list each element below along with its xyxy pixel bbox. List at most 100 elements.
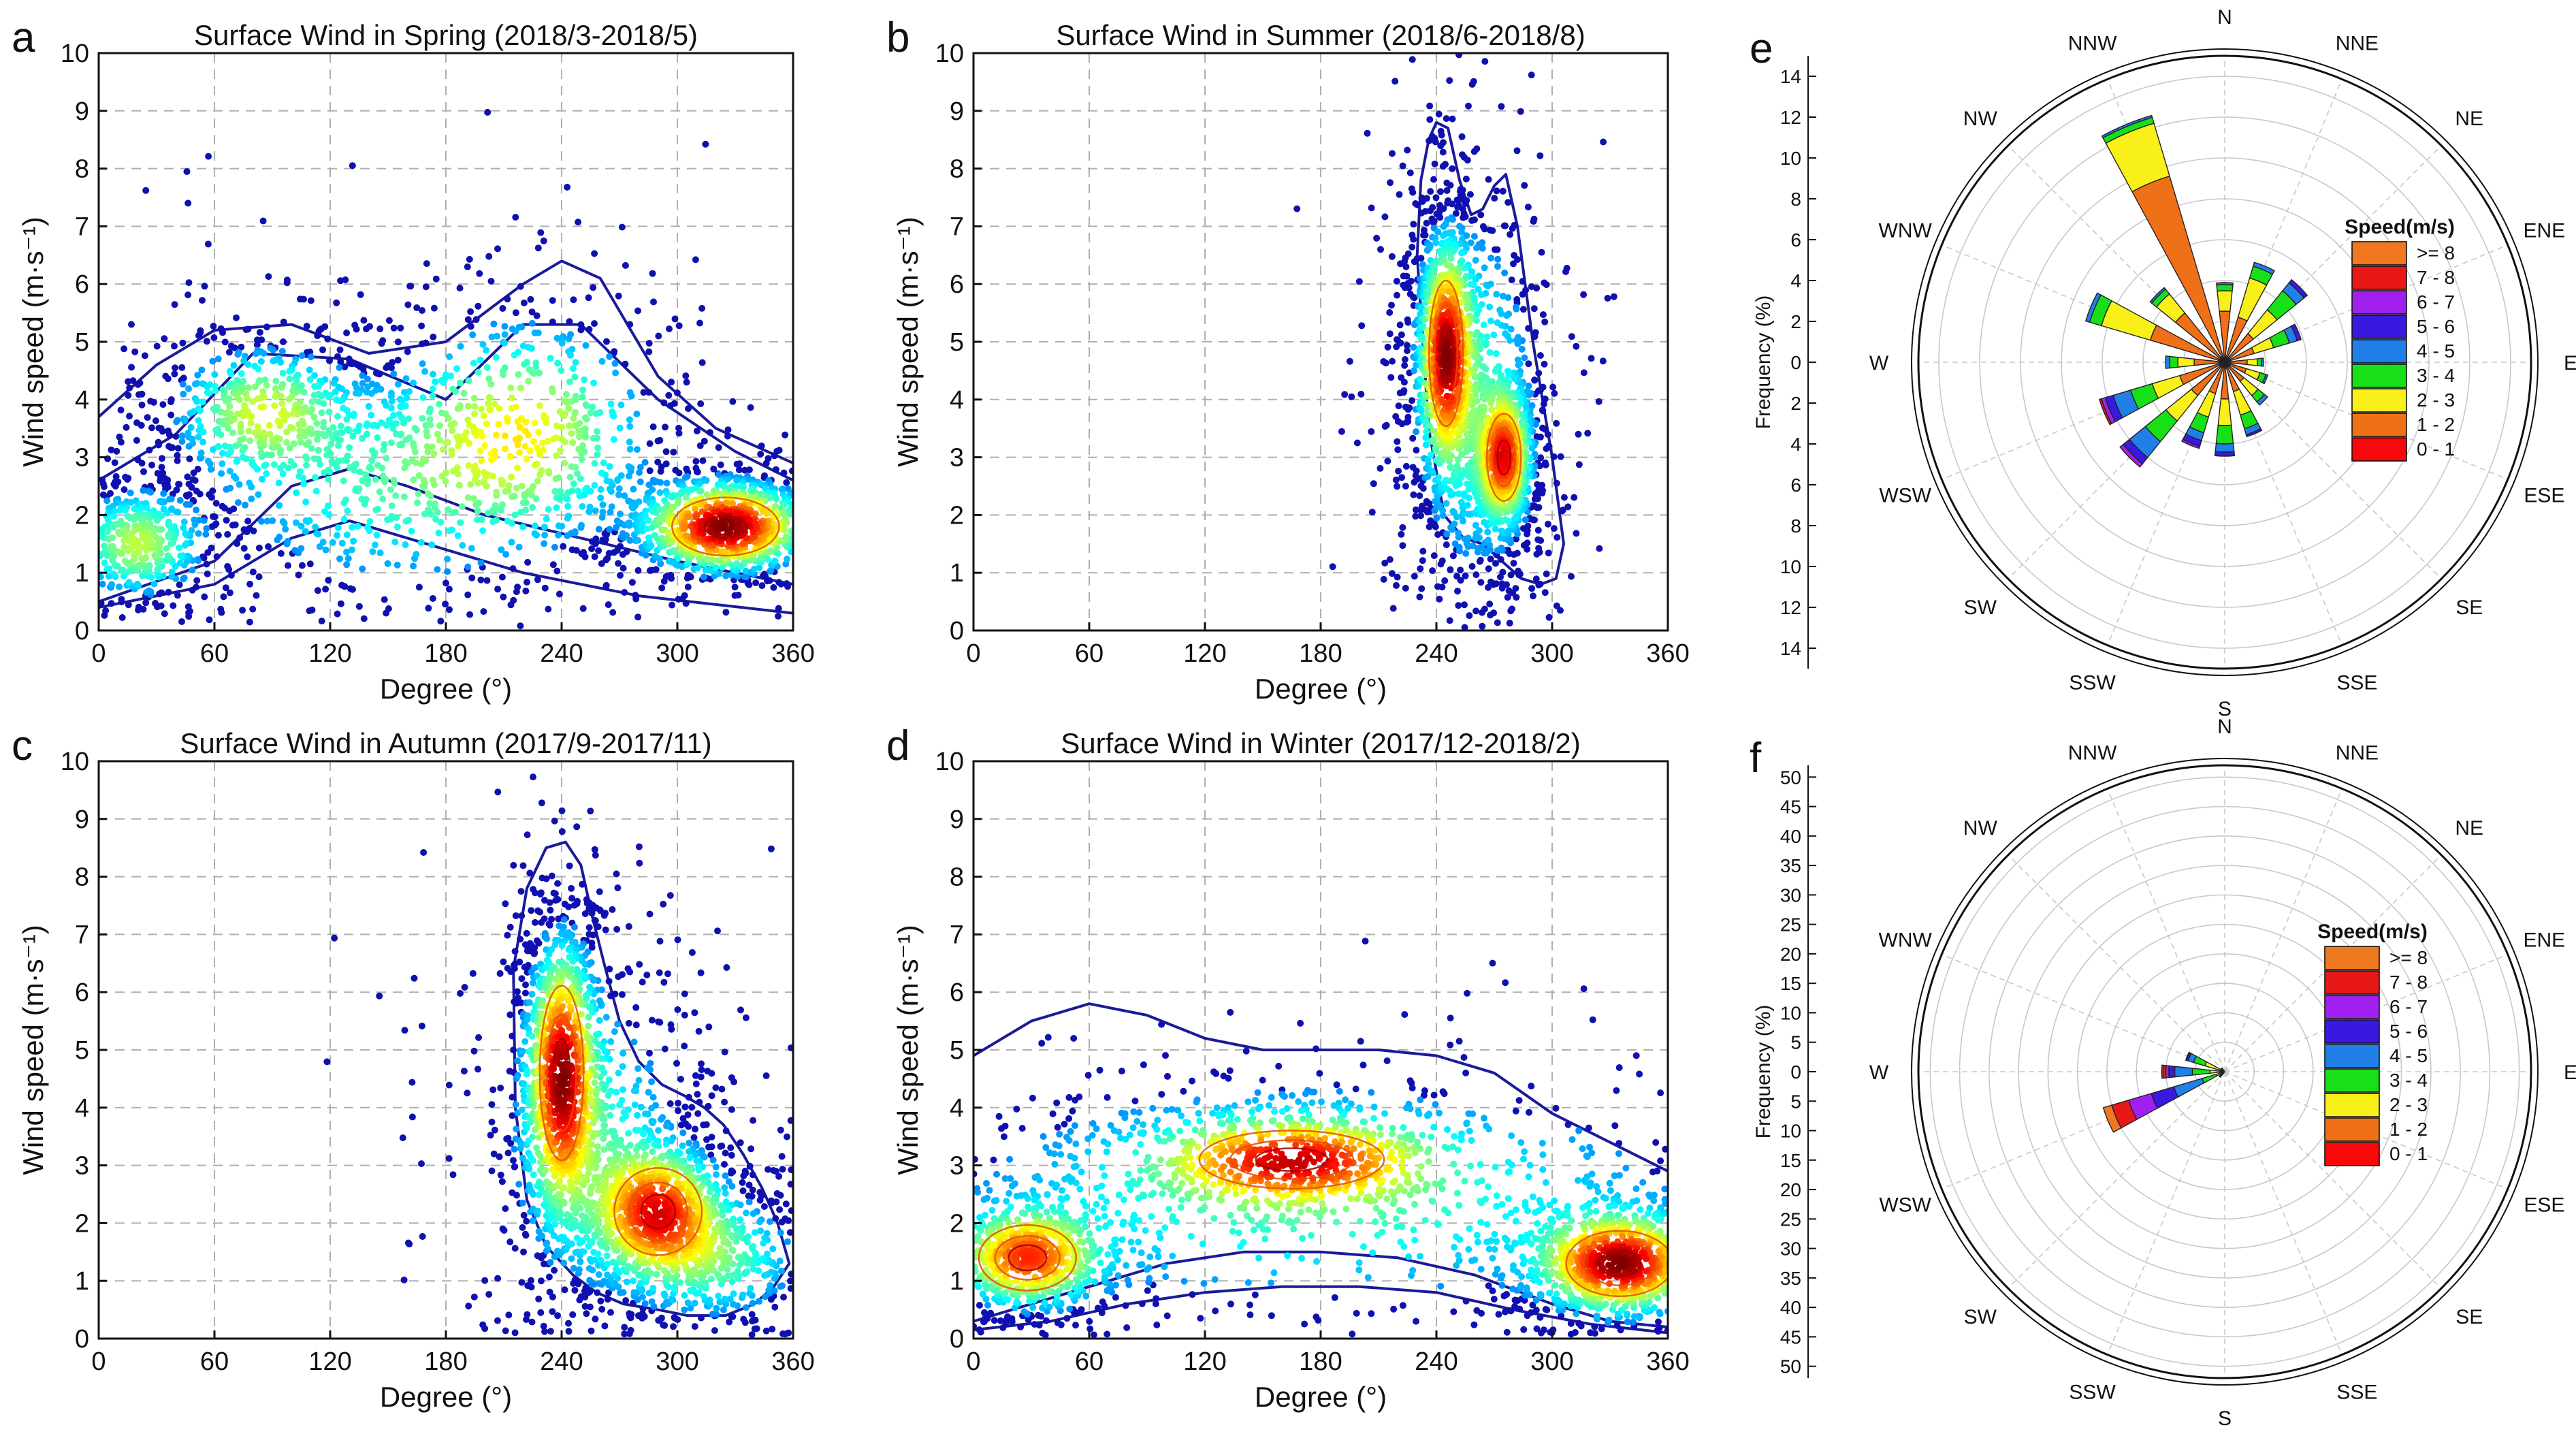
scatter-point [1413, 428, 1420, 435]
scatter-point [693, 428, 701, 434]
scatter-point [533, 312, 541, 319]
scatter-point [359, 477, 366, 484]
scatter-point [334, 353, 341, 360]
scatter-point [1456, 223, 1463, 230]
scatter-point [437, 618, 445, 625]
scatter-point [179, 339, 187, 347]
scatter-point [531, 419, 538, 427]
scatter-point [541, 531, 549, 539]
scatter-point [1401, 362, 1408, 369]
scatter-point [146, 447, 153, 453]
scatter-point [428, 541, 436, 549]
scatter-point [352, 389, 359, 397]
scatter-point [560, 398, 568, 404]
scatter-point [615, 491, 622, 498]
scatter-point [453, 464, 461, 471]
scatter-point [470, 424, 477, 431]
scatter-point [634, 566, 642, 574]
scatter-point [590, 284, 597, 291]
scatter-point [1514, 356, 1522, 364]
scatter-point [641, 459, 649, 466]
scatter-point [758, 582, 766, 590]
scatter-point [1464, 431, 1471, 438]
scatter-point [532, 495, 540, 502]
scatter-point [1492, 368, 1499, 375]
scatter-point [508, 473, 515, 481]
scatter-point [579, 605, 587, 612]
scatter-point [626, 473, 632, 480]
scatter-point [201, 593, 208, 601]
scatter-point [607, 400, 615, 408]
scatter-point [180, 390, 187, 398]
scatter-point [505, 482, 513, 490]
scatter-point [662, 424, 669, 431]
scatter-point [1485, 584, 1492, 591]
scatter-point [1455, 602, 1462, 609]
scatter-point [544, 437, 551, 445]
scatter-point [193, 398, 201, 405]
scatter-point [654, 458, 662, 466]
scatter-point [740, 483, 747, 491]
scatter-point [492, 354, 500, 361]
scatter-point [673, 389, 681, 396]
scatter-point [440, 379, 447, 386]
scatter-point [100, 483, 108, 490]
scatter-point [1400, 387, 1408, 394]
scatter-point [214, 443, 222, 450]
scatter-point [300, 480, 308, 488]
scatter-point [1449, 216, 1456, 223]
scatter-point [1468, 562, 1476, 570]
scatter-point [576, 433, 583, 441]
scatter-point [412, 459, 419, 466]
scatter-point [1419, 323, 1427, 330]
scatter-point [1543, 570, 1550, 577]
scatter-point [1498, 544, 1505, 552]
scatter-point [1477, 211, 1485, 219]
scatter-point [364, 375, 371, 383]
scatter-point [272, 385, 279, 392]
scatter-point [626, 537, 634, 544]
scatter-point [125, 392, 132, 399]
scatter-point [402, 402, 409, 410]
scatter-point [616, 424, 624, 432]
scatter-point [1418, 585, 1426, 592]
scatter-point [507, 384, 515, 392]
scatter-point [541, 524, 548, 530]
scatter-point [269, 517, 276, 524]
scatter-point [359, 434, 366, 442]
scatter-point [512, 214, 519, 221]
scatter-point [249, 398, 257, 405]
scatter-point [706, 429, 713, 436]
scatter-point [141, 352, 148, 360]
scatter-point [1539, 406, 1546, 414]
scatter-point [477, 559, 485, 566]
scatter-point [501, 323, 509, 330]
scatter-point [498, 477, 505, 484]
scatter-point [634, 613, 642, 621]
scatter-point [1464, 502, 1471, 509]
scatter-point [726, 484, 733, 492]
scatter-point [392, 420, 400, 428]
scatter-point [717, 461, 724, 468]
scatter-point [1386, 309, 1394, 316]
scatter-point [483, 364, 491, 371]
scatter-point [1358, 322, 1366, 330]
scatter-point [1492, 246, 1498, 253]
scatter-point [253, 592, 260, 599]
scatter-point [1395, 467, 1402, 475]
scatter-point [261, 376, 269, 383]
scatter-point [449, 427, 456, 434]
scatter-point [1447, 255, 1455, 262]
scatter-point [615, 485, 623, 492]
scatter-point [633, 446, 641, 453]
scatter-point [519, 499, 527, 507]
scatter-point [512, 309, 519, 317]
scatter-point [257, 357, 265, 365]
scatter-point [161, 335, 168, 342]
scatter-point [160, 490, 167, 497]
scatter-point [102, 607, 110, 614]
scatter-point [230, 362, 238, 369]
scatter-point [148, 462, 155, 468]
scatter-point [171, 301, 178, 308]
panel-b: b Surface Wind in Summer (2018/6-2018/8)0… [886, 14, 1690, 705]
